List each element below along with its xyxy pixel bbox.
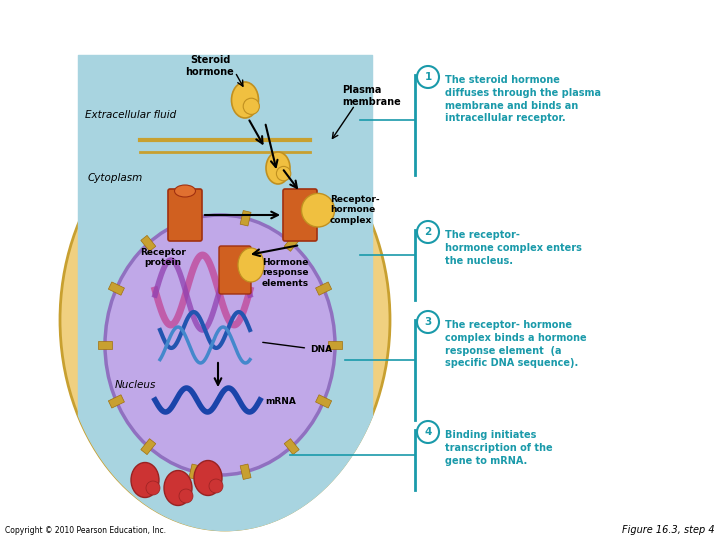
Ellipse shape <box>60 110 390 530</box>
Bar <box>284 438 300 455</box>
Bar <box>108 395 125 408</box>
Ellipse shape <box>146 481 160 495</box>
Bar <box>189 464 200 480</box>
Text: The receptor- hormone
complex binds a hormone
response element  (a
specific DNA : The receptor- hormone complex binds a ho… <box>445 320 587 368</box>
Ellipse shape <box>276 166 291 181</box>
Ellipse shape <box>266 152 290 184</box>
Text: The steroid hormone
diffuses through the plasma
membrane and binds an
intracellu: The steroid hormone diffuses through the… <box>445 75 601 124</box>
Text: Receptor
protein: Receptor protein <box>140 248 186 267</box>
FancyBboxPatch shape <box>168 189 202 241</box>
Text: The receptor-
hormone complex enters
the nucleus.: The receptor- hormone complex enters the… <box>445 230 582 266</box>
Text: Nucleus: Nucleus <box>115 380 156 390</box>
Text: DNA: DNA <box>263 342 332 354</box>
Bar <box>240 211 251 226</box>
FancyBboxPatch shape <box>283 189 317 241</box>
Ellipse shape <box>179 489 193 503</box>
Ellipse shape <box>131 462 159 497</box>
Bar <box>315 395 332 408</box>
Text: Extracellular fluid: Extracellular fluid <box>85 110 176 120</box>
FancyBboxPatch shape <box>219 246 251 294</box>
Bar <box>141 438 156 455</box>
Ellipse shape <box>174 185 196 197</box>
Bar <box>108 282 125 295</box>
Bar <box>240 464 251 480</box>
Ellipse shape <box>238 248 264 282</box>
Circle shape <box>417 66 439 88</box>
Text: 3: 3 <box>424 317 431 327</box>
Text: Plasma
membrane: Plasma membrane <box>342 85 401 106</box>
Bar <box>141 235 156 251</box>
Ellipse shape <box>105 215 335 475</box>
Text: Receptor-
hormone
complex: Receptor- hormone complex <box>330 195 379 225</box>
Ellipse shape <box>302 193 335 227</box>
Ellipse shape <box>232 82 258 118</box>
Circle shape <box>417 221 439 243</box>
Circle shape <box>417 311 439 333</box>
Ellipse shape <box>164 470 192 505</box>
Bar <box>98 341 112 349</box>
Ellipse shape <box>209 479 223 493</box>
Text: 4: 4 <box>424 427 432 437</box>
Bar <box>315 282 332 295</box>
Text: Steroid
hormone: Steroid hormone <box>186 55 235 77</box>
Text: Cytoplasm: Cytoplasm <box>88 173 143 183</box>
Text: mRNA: mRNA <box>265 397 296 407</box>
Circle shape <box>417 421 439 443</box>
Ellipse shape <box>194 461 222 496</box>
Bar <box>284 235 300 251</box>
Text: Hormone
response
elements: Hormone response elements <box>262 258 309 288</box>
Text: 1: 1 <box>424 72 431 82</box>
Bar <box>328 341 342 349</box>
Text: Figure 16.3, step 4: Figure 16.3, step 4 <box>622 525 715 535</box>
Text: Copyright © 2010 Pearson Education, Inc.: Copyright © 2010 Pearson Education, Inc. <box>5 526 166 535</box>
Text: 2: 2 <box>424 227 431 237</box>
Bar <box>189 211 200 226</box>
Text: Binding initiates
transcription of the
gene to mRNA.: Binding initiates transcription of the g… <box>445 430 553 465</box>
Ellipse shape <box>243 98 259 114</box>
